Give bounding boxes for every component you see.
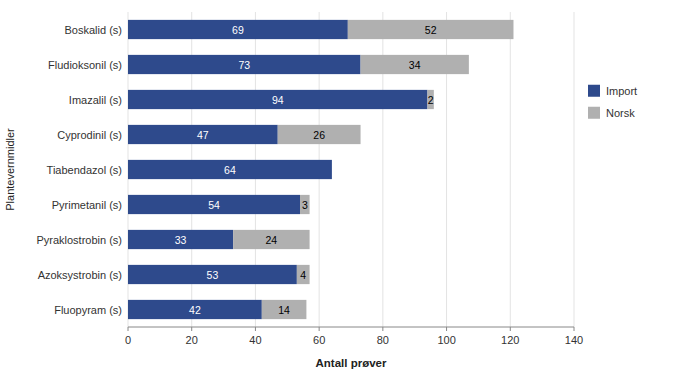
- category-label: Fludioksonil (s): [48, 59, 122, 71]
- category-label: Cyprodinil (s): [57, 129, 122, 141]
- tick-mark: [128, 327, 129, 331]
- grid-line: [510, 12, 511, 327]
- bar-segment: [128, 265, 297, 284]
- chart-container: 0204060801001201406952733494247266454333…: [0, 0, 674, 377]
- data-label: 64: [224, 164, 236, 176]
- tick-mark: [255, 327, 256, 331]
- data-label: 47: [197, 129, 209, 141]
- bars: [128, 20, 513, 319]
- data-label: 42: [189, 304, 201, 316]
- bar-segment: [128, 90, 427, 109]
- data-label: 54: [208, 199, 220, 211]
- tick-label: 120: [501, 334, 519, 346]
- tick-label: 60: [313, 334, 325, 346]
- category-label: Pyraklostrobin (s): [36, 234, 122, 246]
- bar-segment: [361, 55, 469, 74]
- tick-mark: [574, 327, 575, 331]
- x-axis: 0 20 40 60 80 100 120 140: [125, 327, 583, 346]
- data-label: 4: [300, 269, 306, 281]
- tick-label: 40: [249, 334, 261, 346]
- x-axis-title: Antall prøver: [316, 357, 387, 369]
- bar-segment: [427, 90, 433, 109]
- legend-label: Norsk: [606, 107, 635, 119]
- bar-segment: [262, 300, 307, 319]
- bar-segment: [128, 125, 278, 144]
- category-label: Fluopyram (s): [54, 304, 122, 316]
- tick-mark: [382, 327, 383, 331]
- bar-segment: [128, 230, 233, 249]
- chart-svg: 0204060801001201406952733494247266454333…: [0, 0, 674, 377]
- data-label: 94: [272, 94, 284, 106]
- bar-segment: [128, 300, 262, 319]
- tick-label: 0: [125, 334, 131, 346]
- tick-label: 140: [565, 334, 583, 346]
- data-label: 53: [207, 269, 219, 281]
- bar-segment: [348, 20, 514, 39]
- bar-segment: [300, 195, 310, 214]
- tick-mark: [446, 327, 447, 331]
- page: {"chart_data": {"type": "bar", "orientat…: [0, 0, 674, 377]
- bar-segment: [278, 125, 361, 144]
- tick-label: 80: [377, 334, 389, 346]
- category-label: Tiabendazol (s): [47, 164, 122, 176]
- legend-label: Import: [606, 85, 637, 97]
- tick-mark: [191, 327, 192, 331]
- data-label: 33: [175, 234, 187, 246]
- tick-mark: [319, 327, 320, 331]
- data-label: 26: [313, 129, 325, 141]
- bar-segment: [233, 230, 309, 249]
- data-label: 2: [428, 94, 434, 106]
- tick-label: 100: [437, 334, 455, 346]
- category-label: Azoksystrobin (s): [38, 269, 122, 281]
- bar-segment: [128, 160, 332, 179]
- data-label: 69: [232, 24, 244, 36]
- data-label: 14: [278, 304, 290, 316]
- data-label: 3: [302, 199, 308, 211]
- legend-swatch: [588, 107, 600, 119]
- legend: Import Norsk: [588, 85, 637, 119]
- data-label: 24: [266, 234, 278, 246]
- bar-segment: [128, 20, 348, 39]
- category-label: Boskalid (s): [65, 24, 122, 36]
- tick-mark: [510, 327, 511, 331]
- data-label: 34: [409, 59, 421, 71]
- grid: [128, 12, 574, 327]
- tick-label: 20: [186, 334, 198, 346]
- data-label: 73: [238, 59, 250, 71]
- bar-segment: [128, 55, 361, 74]
- legend-swatch: [588, 85, 600, 97]
- data-labels: 6952733494247266454333245344214: [175, 24, 437, 316]
- bar-segment: [297, 265, 310, 284]
- x-axis-line: [128, 327, 574, 328]
- category-label: Pyrimetanil (s): [52, 199, 122, 211]
- data-label: 52: [425, 24, 437, 36]
- category-label: Imazalil (s): [69, 94, 122, 106]
- bar-segment: [128, 195, 300, 214]
- y-axis-title: Plantevernmidler: [4, 128, 16, 211]
- grid-line: [574, 12, 575, 327]
